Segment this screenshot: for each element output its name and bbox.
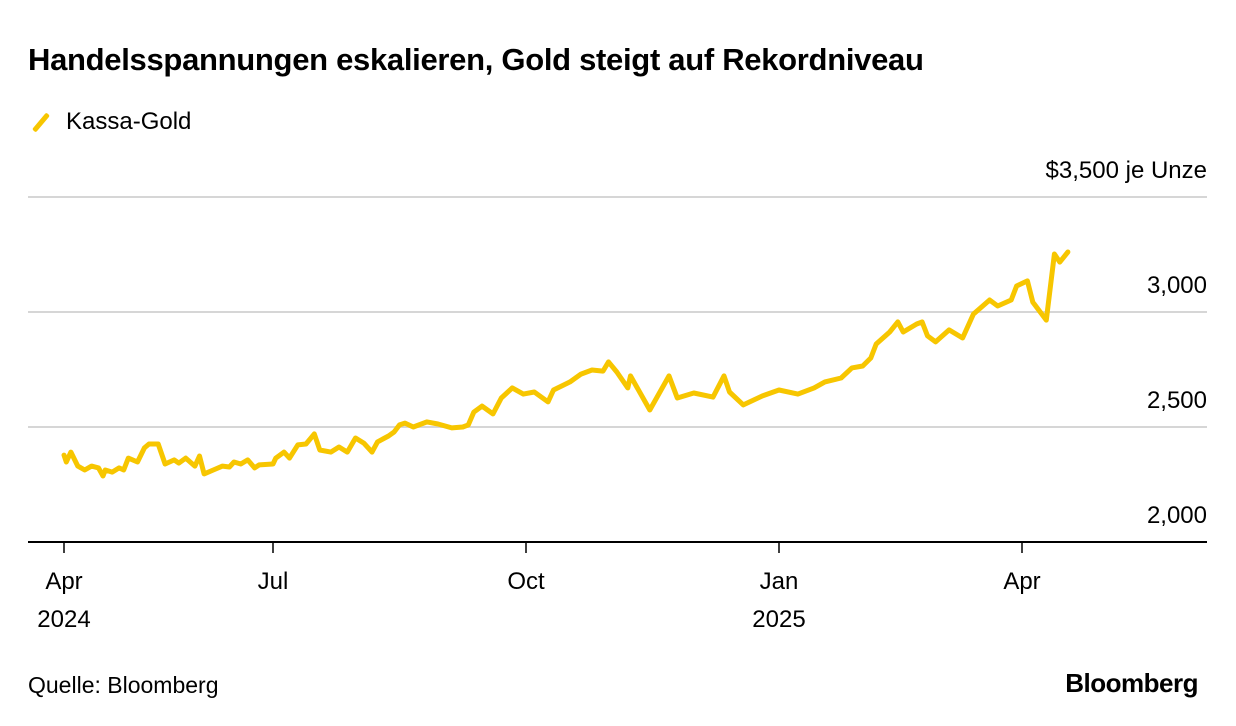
x-tick-year-label: 2025 [752,606,805,633]
legend-label: Kassa-Gold [66,108,192,135]
legend: Kassa-Gold [30,108,191,136]
y-tick-label: 2,000 [1147,502,1207,529]
y-tick-label: 2,500 [1147,387,1207,414]
x-tick-year-label: 2024 [37,606,90,633]
x-tick-label: Apr [45,568,82,595]
series-line-kassa-gold [61,249,1071,479]
x-tick-label: Apr [1003,568,1040,595]
x-tick-label: Jul [258,568,289,595]
source-note: Quelle: Bloomberg [28,672,219,698]
y-tick-label: 3,000 [1147,272,1207,299]
chart-title: Handelsspannungen eskalieren, Gold steig… [28,42,924,77]
y-tick-label: $3,500 je Unze [1046,157,1207,184]
x-tick-label: Jan [760,568,799,595]
bloomberg-logo: Bloomberg [1065,668,1198,698]
legend-swatch [32,111,50,133]
x-tick-label: Oct [507,568,545,595]
